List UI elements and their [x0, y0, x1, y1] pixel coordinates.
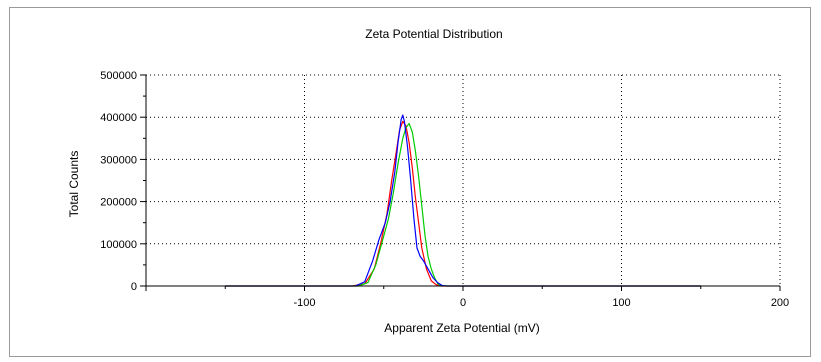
series-line-2	[225, 122, 701, 287]
axes: 0 100000 200000 300000 400000 500000 -100 0 100 2…	[100, 70, 789, 309]
y-tick-label: 100000	[100, 239, 137, 251]
y-tick-label: 500000	[100, 70, 137, 82]
grid	[146, 74, 781, 286]
chart-title: Zeta Potential Distribution	[365, 27, 502, 41]
series-group	[225, 114, 701, 287]
y-tick-label: 300000	[100, 154, 137, 166]
y-axis-label: Total Counts	[67, 151, 81, 218]
series-line-1	[225, 120, 701, 287]
x-tick-label: 0	[460, 297, 466, 309]
series-line-3	[225, 114, 701, 287]
x-axis-label: Apparent Zeta Potential (mV)	[384, 321, 539, 335]
x-tick-label: 200	[771, 297, 789, 309]
chart-frame: Zeta Potential Distribution Total Counts…	[9, 7, 811, 357]
x-tick-label: -100	[293, 297, 315, 309]
zeta-potential-chart: Zeta Potential Distribution Total Counts…	[67, 27, 789, 335]
y-tick-label: 0	[131, 281, 137, 293]
y-tick-label: 200000	[100, 197, 137, 209]
x-tick-label: 100	[612, 297, 630, 309]
y-tick-label: 400000	[100, 112, 137, 124]
